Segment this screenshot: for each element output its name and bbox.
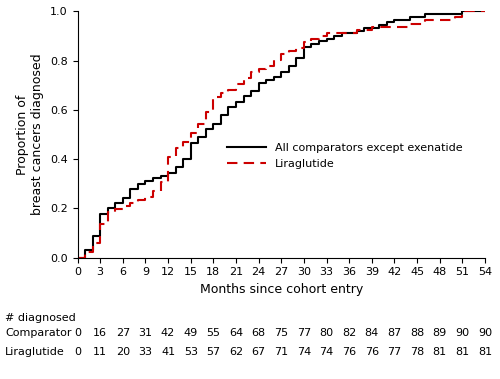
- All comparators except exenatide: [460, 9, 466, 14]
- Liraglutide: [172, 146, 178, 150]
- Text: 76: 76: [364, 347, 379, 357]
- Liraglutide: [474, 9, 480, 14]
- Text: 67: 67: [252, 347, 266, 357]
- Text: 11: 11: [93, 347, 107, 357]
- Text: 31: 31: [138, 328, 152, 338]
- Liraglutide: [74, 255, 80, 260]
- Text: 64: 64: [229, 328, 243, 338]
- Liraglutide: [120, 204, 126, 208]
- Text: 89: 89: [432, 328, 447, 338]
- Text: 62: 62: [229, 347, 243, 357]
- Legend: All comparators except exenatide, Liraglutide: All comparators except exenatide, Liragl…: [223, 139, 467, 173]
- Liraglutide: [482, 9, 488, 14]
- Text: 81: 81: [456, 347, 469, 357]
- Text: 57: 57: [206, 347, 220, 357]
- All comparators except exenatide: [120, 195, 126, 200]
- All comparators except exenatide: [226, 105, 232, 110]
- Text: 33: 33: [138, 347, 152, 357]
- X-axis label: Months since cohort entry: Months since cohort entry: [200, 283, 363, 296]
- Liraglutide: [226, 88, 232, 93]
- Text: 87: 87: [388, 328, 402, 338]
- Text: 84: 84: [364, 328, 379, 338]
- Line: All comparators except exenatide: All comparators except exenatide: [78, 11, 485, 258]
- Text: 81: 81: [432, 347, 447, 357]
- Text: 82: 82: [342, 328, 356, 338]
- Text: 81: 81: [478, 347, 492, 357]
- Text: 41: 41: [161, 347, 175, 357]
- Text: 16: 16: [93, 328, 107, 338]
- All comparators except exenatide: [150, 176, 156, 181]
- Text: 88: 88: [410, 328, 424, 338]
- Text: 42: 42: [161, 328, 175, 338]
- Text: 71: 71: [274, 347, 288, 357]
- Text: 53: 53: [184, 347, 198, 357]
- Text: 55: 55: [206, 328, 220, 338]
- Text: 80: 80: [320, 328, 334, 338]
- Text: Liraglutide: Liraglutide: [5, 347, 65, 357]
- Text: # diagnosed: # diagnosed: [5, 313, 76, 323]
- Text: 0: 0: [74, 328, 81, 338]
- All comparators except exenatide: [172, 165, 178, 170]
- Text: 90: 90: [478, 328, 492, 338]
- Text: 20: 20: [116, 347, 130, 357]
- Text: 77: 77: [388, 347, 402, 357]
- Liraglutide: [460, 9, 466, 14]
- Text: 68: 68: [252, 328, 266, 338]
- All comparators except exenatide: [482, 9, 488, 14]
- Text: 0: 0: [74, 347, 81, 357]
- Text: 75: 75: [274, 328, 288, 338]
- Text: 49: 49: [184, 328, 198, 338]
- Y-axis label: Proportion of
breast cancers diagnosed: Proportion of breast cancers diagnosed: [16, 54, 44, 215]
- Line: Liraglutide: Liraglutide: [78, 11, 485, 258]
- All comparators except exenatide: [436, 12, 442, 16]
- Text: 27: 27: [116, 328, 130, 338]
- Text: 74: 74: [297, 347, 311, 357]
- All comparators except exenatide: [74, 255, 80, 260]
- Text: 74: 74: [320, 347, 334, 357]
- Text: 76: 76: [342, 347, 356, 357]
- Text: 78: 78: [410, 347, 424, 357]
- Text: 77: 77: [297, 328, 311, 338]
- Text: 90: 90: [456, 328, 469, 338]
- Liraglutide: [150, 188, 156, 193]
- Text: Comparator: Comparator: [5, 328, 71, 338]
- Liraglutide: [436, 18, 442, 23]
- All comparators except exenatide: [474, 9, 480, 14]
